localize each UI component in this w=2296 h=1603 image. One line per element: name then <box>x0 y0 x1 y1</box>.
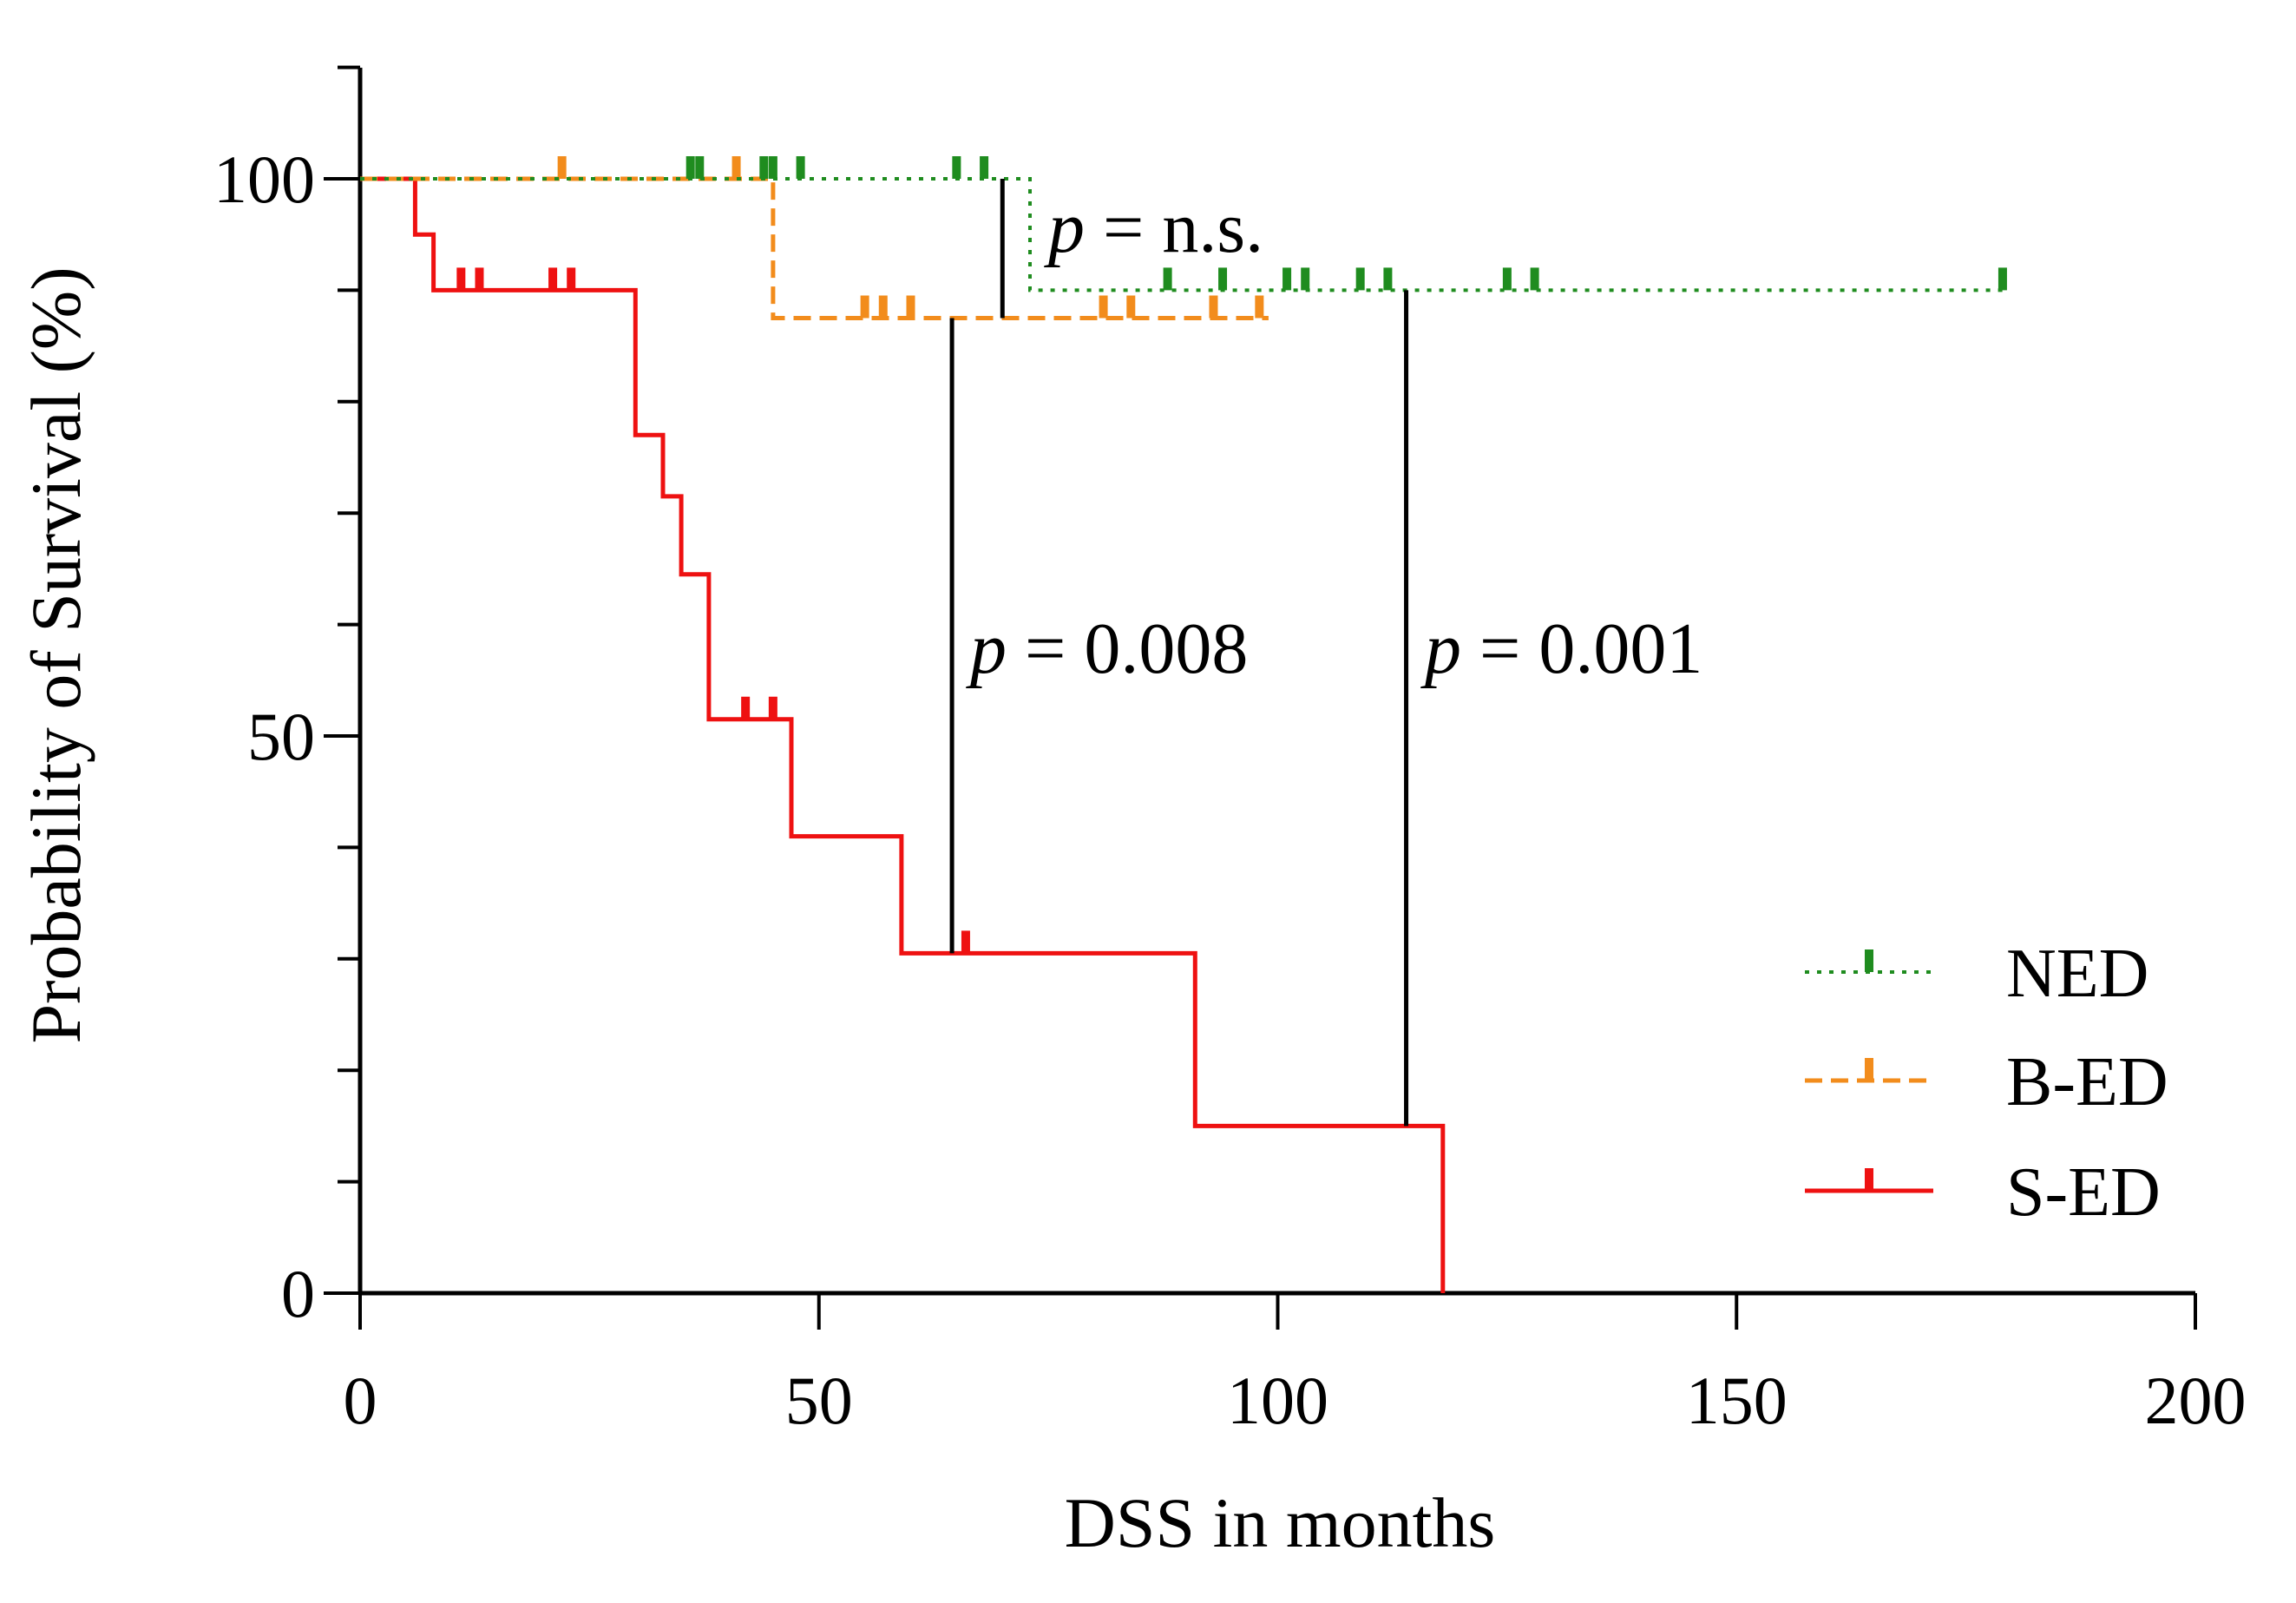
p-value-label: p = 0.008 <box>966 608 1248 689</box>
censor-mark <box>731 156 741 179</box>
survival-curve-ned <box>360 177 2003 292</box>
legend-label: S-ED <box>2006 1154 2161 1231</box>
censor-mark <box>1383 267 1393 291</box>
censor-mark <box>1209 295 1218 319</box>
survival-curve-b-ed <box>360 176 1269 320</box>
censor-mark <box>1255 295 1264 319</box>
survival-curve-s-ed <box>360 176 1446 1293</box>
x-tick-label: 200 <box>2145 1363 2247 1438</box>
censor-mark <box>860 295 869 319</box>
legend-label: B-ED <box>2006 1044 2168 1120</box>
censor-mark <box>1998 267 2007 291</box>
censor-mark <box>906 295 915 319</box>
legend-censor-mark <box>1865 949 1873 972</box>
annotations: p = n.s. p = 0.008 p = 0.001 <box>949 179 1702 1127</box>
censor-mark <box>952 156 961 179</box>
censor-mark <box>741 696 751 719</box>
censor-mark <box>1163 267 1172 291</box>
x-axis-title: DSS in months <box>1065 1483 1496 1562</box>
p-value-label: p = 0.001 <box>1420 608 1702 689</box>
censor-mark <box>1301 267 1310 291</box>
legend-censor-mark <box>1865 1168 1873 1191</box>
censor-mark <box>567 267 576 291</box>
censor-mark <box>456 267 466 291</box>
censor-mark <box>759 156 769 179</box>
axes: 0 50 100 0 50 100 150 200 <box>213 65 2247 1438</box>
legend-censor-mark <box>1865 1058 1873 1081</box>
legend-item-s-ed: S-ED <box>1805 1154 2161 1231</box>
censor-mark <box>1126 295 1136 319</box>
legend: NED B-ED S-ED <box>1805 936 2168 1231</box>
censor-mark <box>1099 295 1108 319</box>
x-tick-label: 100 <box>1227 1363 1328 1438</box>
censor-mark <box>768 156 777 179</box>
series-ned <box>360 156 2007 292</box>
p-value-label: p = n.s. <box>1044 187 1263 268</box>
x-tick-label: 0 <box>344 1363 377 1438</box>
y-tick-label: 50 <box>247 699 315 774</box>
censor-mark <box>878 295 888 319</box>
censor-mark <box>1502 267 1512 291</box>
censor-mark <box>548 267 558 291</box>
series-s-ed <box>360 176 1446 1293</box>
y-tick-label: 0 <box>281 1256 315 1331</box>
legend-label: NED <box>2006 936 2148 1012</box>
censor-mark <box>1218 267 1228 291</box>
censor-mark <box>695 156 705 179</box>
censor-mark <box>686 156 695 179</box>
censor-mark <box>557 156 567 179</box>
series-layer <box>360 156 2007 1293</box>
censor-mark <box>1355 267 1365 291</box>
y-axis-title: Probability of Survival (%) <box>16 266 95 1043</box>
x-tick-label: 150 <box>1686 1363 1788 1438</box>
series-b-ed <box>360 156 1269 320</box>
y-tick-label: 100 <box>213 141 315 217</box>
legend-item-ned: NED <box>1805 936 2148 1012</box>
censor-mark <box>1530 267 1539 291</box>
censor-mark <box>980 156 989 179</box>
censor-mark <box>475 267 484 291</box>
censor-mark <box>961 930 970 954</box>
censor-mark <box>768 696 777 719</box>
x-tick-label: 50 <box>785 1363 853 1438</box>
legend-item-b-ed: B-ED <box>1805 1044 2168 1120</box>
censor-mark <box>796 156 805 179</box>
censor-mark <box>1282 267 1292 291</box>
